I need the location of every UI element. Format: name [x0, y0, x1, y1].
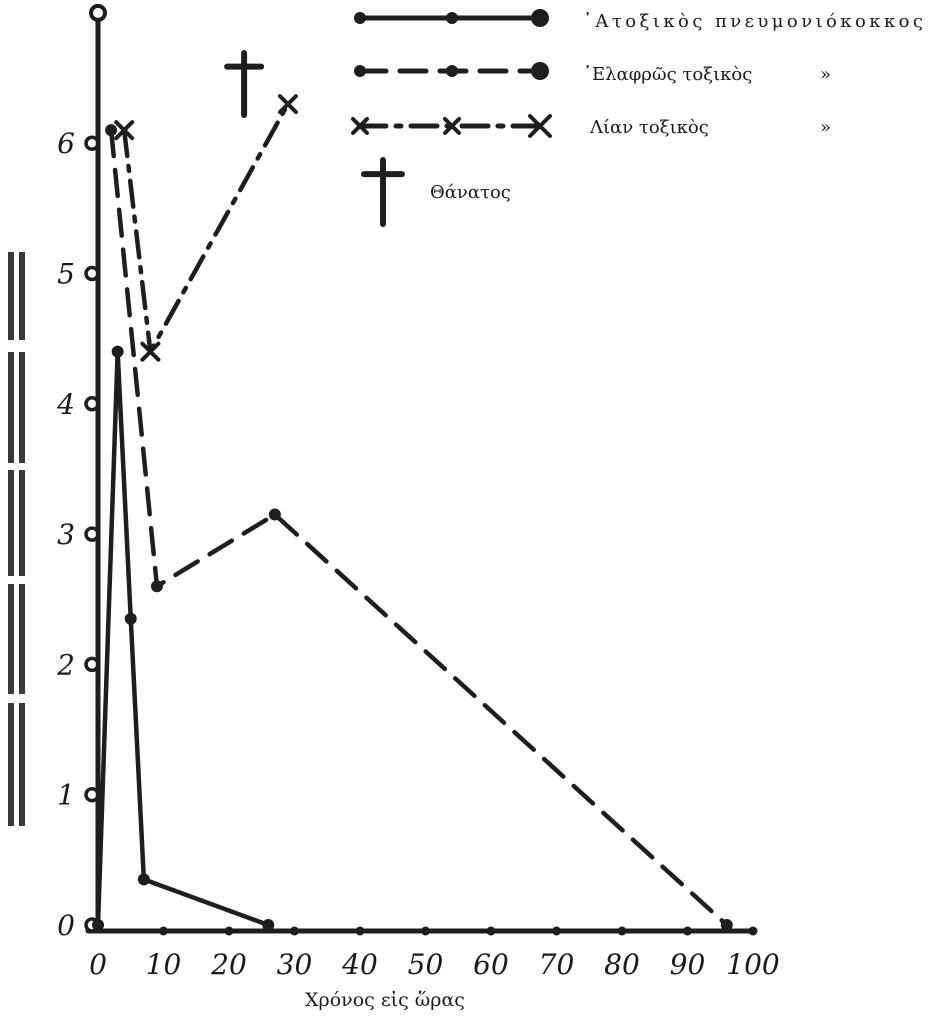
legend-label-death: Θάνατος — [430, 182, 511, 203]
data-point — [114, 120, 135, 141]
data-point — [140, 341, 161, 362]
legend-label-very-toxic: Λίαν τοξικὸς — [589, 117, 709, 138]
legend-marker — [531, 9, 549, 27]
x-tick-mark — [552, 926, 561, 936]
x-axis-label: Χρόνος εἰς ὥρας — [305, 989, 465, 1011]
x-tick-mark — [617, 926, 627, 936]
x-tick-labels: 0 10 20 30 40 50 60 70 80 90 100 — [89, 948, 780, 981]
legend-sample-dashdot — [351, 114, 552, 138]
data-point — [268, 508, 281, 521]
legend-marker — [354, 65, 366, 77]
series-dashed — [105, 124, 733, 931]
legend-marker — [446, 12, 458, 24]
legend-marker — [354, 12, 366, 24]
data-point — [150, 580, 163, 593]
y-tick-label: 3 — [57, 518, 75, 551]
x-tick-mark — [290, 926, 299, 936]
x-tick-mark — [224, 926, 234, 936]
x-marker-stroke — [277, 94, 298, 115]
legend-suffix-very-toxic: » — [820, 117, 831, 138]
y-tick-label: 1 — [57, 779, 75, 812]
scale-bar — [8, 470, 14, 576]
legend-item-very-toxic: Λίαν τοξικὸς » — [351, 114, 831, 138]
x-tick-label: 0 — [89, 948, 107, 981]
x-tick-label: 50 — [408, 948, 444, 981]
x-marker-stroke — [114, 120, 135, 141]
legend-label-atoxic: ᾿Ατοξικὸς πνευμονιόκοκκος — [583, 11, 923, 32]
x-tick-mark — [486, 926, 496, 936]
x-tick-label: 40 — [341, 948, 378, 981]
y-tick-label: 5 — [57, 258, 75, 291]
legend-suffix-mildly-toxic: » — [820, 64, 831, 85]
x-marker-stroke — [351, 117, 369, 135]
y-tick-label: 0 — [57, 909, 75, 942]
series-dashdot — [114, 94, 298, 362]
data-point — [720, 919, 733, 931]
scale-bar — [8, 584, 14, 694]
legend-item-atoxic: ᾿Ατοξικὸς πνευμονιόκοκκος — [354, 9, 923, 32]
data-point — [111, 345, 124, 358]
series-layer — [89, 3, 733, 931]
legend-label-mildly-toxic: ᾿Ελαφρῶς τοξικὸς — [583, 64, 752, 85]
y-tick-label: 2 — [56, 648, 75, 681]
scale-bar — [8, 703, 14, 826]
series-solid — [89, 3, 275, 931]
data-point — [262, 919, 275, 931]
scale-bar — [19, 352, 25, 463]
series-line-dashed — [108, 127, 730, 928]
x-tick-mark — [159, 926, 168, 936]
x-tick-label: 20 — [210, 948, 247, 981]
x-tick-mark — [355, 926, 365, 936]
legend-marker — [528, 114, 552, 138]
legend-sample-solid — [354, 9, 549, 27]
data-point — [105, 124, 118, 137]
x-tick-label: 100 — [726, 948, 779, 981]
series-line-solid — [95, 10, 271, 928]
legend-marker — [531, 62, 549, 80]
x-tick-mark — [421, 926, 430, 936]
x-marker-stroke — [443, 117, 461, 135]
data-point — [124, 612, 137, 625]
y-tick-label: 4 — [56, 388, 75, 421]
legend-death-cross-icon — [361, 157, 405, 227]
x-tick-label: 90 — [670, 948, 706, 981]
x-tick-mark — [683, 926, 692, 936]
legend: ᾿Ατοξικὸς πνευμονιόκοκκος ᾿Ελαφρῶς τοξικ… — [351, 9, 923, 227]
scale-bar — [19, 584, 25, 694]
x-tick-label: 10 — [146, 948, 182, 981]
legend-marker — [446, 65, 458, 77]
legend-marker — [351, 117, 369, 135]
series-line-dashdot — [121, 101, 291, 354]
x-tick-label: 70 — [539, 948, 575, 981]
annotation-layer — [224, 50, 265, 119]
left-scale-bars — [8, 252, 25, 826]
data-point — [137, 873, 150, 886]
x-marker-stroke — [528, 114, 552, 138]
data-point — [277, 94, 298, 115]
legend-cross-shape — [361, 157, 405, 227]
legend-sample-dashed — [354, 62, 549, 80]
legend-item-death: Θάνατος — [361, 157, 511, 227]
axes — [84, 15, 758, 936]
scale-bar — [8, 352, 14, 463]
scale-bar — [19, 470, 25, 576]
y-tick-label: 6 — [57, 127, 75, 160]
data-point — [92, 919, 104, 931]
x-tick-label: 80 — [604, 948, 640, 981]
scale-bar — [19, 703, 25, 826]
x-marker-stroke — [140, 341, 161, 362]
scale-bar — [19, 252, 25, 340]
scale-bar — [8, 252, 14, 340]
y-tick-labels: 0 1 2 3 4 5 6 — [56, 127, 75, 942]
data-point — [89, 3, 107, 22]
death-cross-icon — [224, 50, 265, 119]
legend-item-mildly-toxic: ᾿Ελαφρῶς τοξικὸς » — [354, 62, 831, 85]
x-tick-label: 30 — [277, 948, 313, 981]
x-tick-mark — [748, 926, 758, 936]
x-tick-label: 60 — [473, 948, 509, 981]
legend-marker — [443, 117, 461, 135]
